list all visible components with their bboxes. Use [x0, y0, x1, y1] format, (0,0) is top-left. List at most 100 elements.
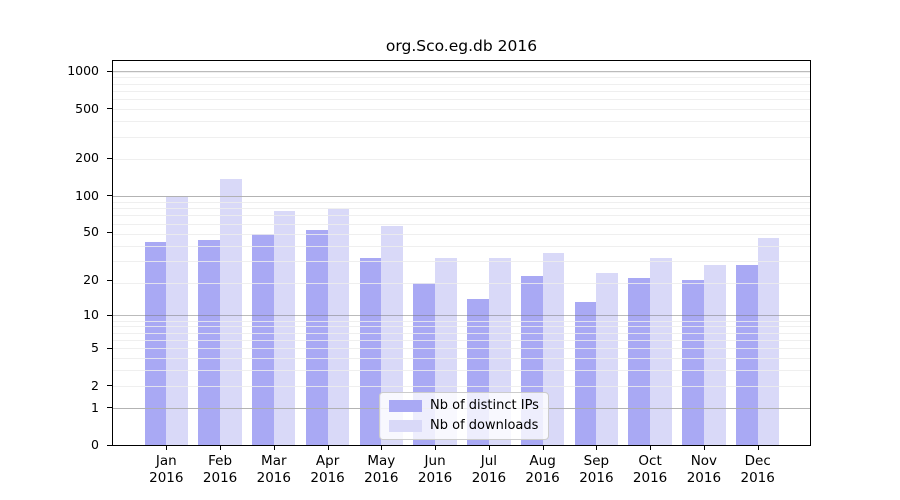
bar-distinct-ips-mar [252, 233, 274, 445]
y-tick-label: 100 [75, 187, 99, 203]
y-tick-label: 1000 [67, 63, 99, 79]
y-tick-label: 50 [83, 224, 99, 240]
bar-downloads-nov [703, 264, 726, 445]
x-tick-mark [381, 446, 383, 450]
minor-gridline [113, 83, 810, 85]
bar-distinct-ips-may [359, 257, 382, 445]
bar-distinct-ips-nov [682, 280, 704, 445]
legend-label-downloads: Nb of downloads [430, 418, 539, 433]
bar-distinct-ips-apr [305, 230, 328, 445]
legend-swatch-downloads [389, 420, 422, 432]
minor-gridline [113, 215, 810, 217]
y-tick-mark [107, 444, 112, 446]
y-tick-mark [107, 70, 112, 72]
bar-distinct-ips-oct [628, 277, 651, 445]
bar-distinct-ips-dec [736, 264, 758, 445]
chart-title: org.Sco.eg.db 2016 [385, 37, 538, 55]
y-tick-mark [107, 108, 112, 110]
bar-downloads-sep [596, 273, 619, 445]
minor-gridline [113, 370, 810, 371]
y-tick-mark [107, 385, 112, 387]
minor-gridline [113, 320, 810, 322]
y-tick-label: 500 [75, 100, 99, 116]
legend-item-distinct-ips: Nb of distinct IPs [389, 398, 539, 414]
bar-downloads-jan [166, 195, 188, 445]
x-tick-mark [327, 446, 329, 450]
minor-gridline [113, 201, 810, 203]
legend-item-downloads: Nb of downloads [389, 418, 539, 434]
minor-gridline [113, 99, 810, 101]
minor-gridline [113, 339, 810, 341]
minor-gridline [113, 332, 810, 334]
major-gridline [113, 71, 810, 73]
minor-gridline [113, 90, 810, 92]
minor-gridline [113, 196, 810, 197]
x-tick-label: Aug 2016 [525, 453, 560, 486]
legend-label-distinct-ips: Nb of distinct IPs [430, 398, 539, 413]
major-gridline [113, 195, 810, 197]
minor-gridline [113, 233, 810, 235]
minor-gridline [113, 261, 810, 263]
y-tick-label: 10 [83, 307, 99, 323]
x-tick-label: Oct 2016 [632, 453, 668, 486]
legend-swatch-distinct-ips [389, 400, 422, 412]
minor-gridline [113, 121, 810, 122]
y-tick-label: 0 [91, 437, 99, 452]
x-tick-mark [757, 446, 759, 450]
minor-gridline [113, 245, 810, 247]
bar-distinct-ips-jan [144, 241, 167, 445]
bar-distinct-ips-feb [198, 240, 221, 445]
minor-gridline [113, 208, 810, 210]
x-tick-mark [273, 446, 275, 450]
y-tick-label: 200 [75, 150, 99, 166]
y-tick-label: 1 [91, 399, 99, 415]
y-tick-label: 5 [91, 340, 99, 356]
x-tick-label: Jun 2016 [417, 453, 453, 486]
bar-distinct-ips-sep [574, 302, 597, 445]
x-tick-label: Nov 2016 [686, 453, 722, 486]
minor-gridline [113, 158, 810, 160]
bar-downloads-oct [650, 257, 672, 445]
x-tick-mark [596, 446, 598, 450]
x-tick-label: Sep 2016 [579, 453, 614, 486]
minor-gridline [113, 77, 810, 79]
bar-downloads-may [381, 225, 403, 445]
y-tick-mark [107, 347, 112, 349]
y-tick-mark [107, 157, 112, 159]
minor-gridline [113, 326, 810, 328]
bar-downloads-dec [757, 238, 780, 445]
x-tick-mark [488, 446, 490, 450]
minor-gridline [113, 283, 810, 284]
x-tick-mark [435, 446, 437, 450]
y-tick-mark [107, 231, 112, 233]
major-gridline [113, 315, 810, 317]
y-tick-mark [107, 407, 112, 408]
y-tick-mark [107, 279, 112, 281]
plot-area [113, 61, 810, 445]
minor-gridline [113, 385, 810, 387]
bar-downloads-feb [220, 178, 242, 445]
y-tick-mark [107, 314, 112, 316]
x-tick-mark [650, 446, 652, 450]
x-tick-mark [542, 446, 544, 450]
minor-gridline [113, 223, 810, 225]
minor-gridline [113, 348, 810, 350]
x-tick-label: Feb 2016 [202, 453, 238, 486]
x-tick-label: Apr 2016 [310, 453, 345, 486]
x-tick-label: May 2016 [364, 453, 399, 486]
x-tick-label: Jan 2016 [149, 453, 184, 486]
x-tick-label: Jul 2016 [471, 453, 507, 486]
x-tick-mark [220, 446, 222, 450]
y-tick-label: 2 [91, 377, 99, 393]
minor-gridline [113, 109, 810, 110]
minor-gridline [113, 358, 810, 359]
x-tick-mark [166, 446, 168, 450]
x-tick-label: Dec 2016 [740, 453, 775, 486]
x-tick-mark [703, 446, 705, 450]
legend: Nb of distinct IPs Nb of downloads [379, 392, 549, 440]
y-tick-mark [107, 195, 112, 196]
minor-gridline [113, 136, 810, 138]
y-tick-label: 20 [83, 272, 99, 288]
x-tick-label: Mar 2016 [256, 453, 291, 486]
